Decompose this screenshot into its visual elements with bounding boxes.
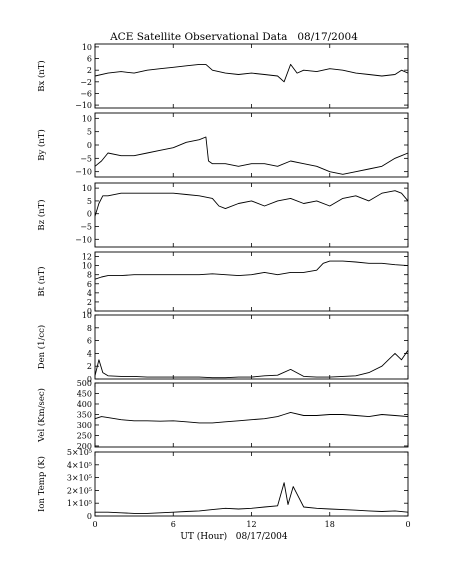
- y-tick-label: 6: [87, 337, 92, 346]
- y-tick-label: 3×10⁵: [67, 474, 92, 483]
- y-tick-label: 300: [77, 421, 92, 430]
- y-tick-label: −10: [75, 101, 92, 110]
- y-axis-label: Bx (nT): [36, 60, 47, 92]
- data-series-line: [94, 63, 409, 83]
- x-axis-label: UT (Hour) 08/17/2004: [180, 531, 288, 542]
- y-tick-label: 5×10⁵: [67, 448, 92, 457]
- y-tick-label: 10: [82, 311, 92, 320]
- data-series-line: [94, 190, 409, 217]
- panel-frame: [94, 43, 409, 109]
- y-tick-label: 0: [87, 307, 92, 316]
- y-tick-label: −2: [80, 78, 92, 87]
- panel-1: 10 6 2 −2 −6 −10 Bx (nT): [36, 43, 409, 110]
- y-tick-label: 10: [82, 262, 92, 271]
- y-tick-label: 400: [77, 400, 92, 409]
- y-tick-label: 2: [87, 298, 92, 307]
- y-tick-label: 200: [77, 442, 92, 451]
- panel-frame: [94, 251, 409, 312]
- y-tick-label: 10: [82, 114, 92, 123]
- y-tick-label: 12: [82, 253, 92, 262]
- y-tick-label: 1×10⁵: [67, 499, 92, 508]
- y-tick-label: 0: [87, 512, 92, 521]
- y-tick-label: 6: [87, 280, 92, 289]
- figure-title: ACE Satellite Observational Data 08/17/2…: [109, 31, 358, 43]
- y-axis-label: Den (1/cc): [36, 325, 47, 369]
- y-tick-label: −6: [80, 89, 92, 98]
- y-axis-label: Vel (Km/sec): [36, 388, 47, 443]
- y-tick-label: 8: [87, 324, 92, 333]
- y-tick-label: 0: [87, 375, 92, 384]
- y-tick-label: 2×10⁵: [67, 486, 92, 495]
- panel-frame: [94, 112, 409, 178]
- y-tick-label: 10: [82, 184, 92, 193]
- y-tick-label: 0: [87, 210, 92, 219]
- panel-2: 10 5 0 −5 −10 By (nT): [36, 112, 409, 178]
- y-tick-label: 10: [82, 43, 92, 52]
- y-tick-label: 0: [87, 141, 92, 150]
- y-tick-label: −10: [75, 168, 92, 177]
- x-tick-label: 18: [325, 520, 335, 529]
- y-tick-label: 2: [87, 66, 92, 75]
- data-series-line: [95, 482, 409, 514]
- x-tick-label: 6: [171, 520, 176, 529]
- panel-frame: [94, 314, 409, 380]
- y-tick-label: 5: [87, 197, 92, 206]
- data-series-line: [94, 136, 409, 175]
- data-series-line: [94, 411, 409, 424]
- y-tick-label: 4: [87, 289, 92, 298]
- y-axis-label: Ion Temp (K): [36, 456, 47, 512]
- x-tick-label: 12: [246, 520, 256, 529]
- y-tick-label: 250: [77, 431, 92, 440]
- y-tick-label: 6: [87, 55, 92, 64]
- data-series-line: [94, 260, 409, 280]
- panel-frame: [94, 451, 409, 517]
- panel-frame: [94, 182, 409, 248]
- panel-frame: [94, 382, 409, 448]
- y-tick-label: 4×10⁵: [67, 461, 92, 470]
- y-tick-label: −5: [80, 154, 92, 163]
- panel-5: 10 8 6 4 2 0 Den (1/cc): [36, 311, 409, 384]
- y-tick-label: 500: [77, 379, 92, 388]
- y-tick-label: 4: [87, 349, 92, 358]
- y-tick-label: 5: [87, 128, 92, 137]
- x-tick-label: 0: [92, 520, 97, 529]
- x-tick-label: 0: [405, 520, 410, 529]
- panel-3: 10 5 0 −5 −10 Bz (nT): [36, 182, 409, 248]
- y-tick-label: −10: [75, 235, 92, 244]
- y-axis-label: Bt (nT): [36, 266, 47, 296]
- y-tick-label: 8: [87, 271, 92, 280]
- y-tick-label: −5: [80, 223, 92, 232]
- data-series-line: [94, 349, 409, 379]
- y-tick-label: 450: [77, 389, 92, 398]
- chart-panels: 10 6 2 −2 −6 −10 Bx (nT) 10 5 0 −5 −10 By (nT) 10 5 0 −5…: [36, 43, 411, 529]
- y-tick-label: 350: [77, 410, 92, 419]
- y-tick-label: 2: [87, 362, 92, 371]
- y-axis-label: By (nT): [36, 129, 47, 161]
- y-axis-label: Bz (nT): [36, 199, 47, 230]
